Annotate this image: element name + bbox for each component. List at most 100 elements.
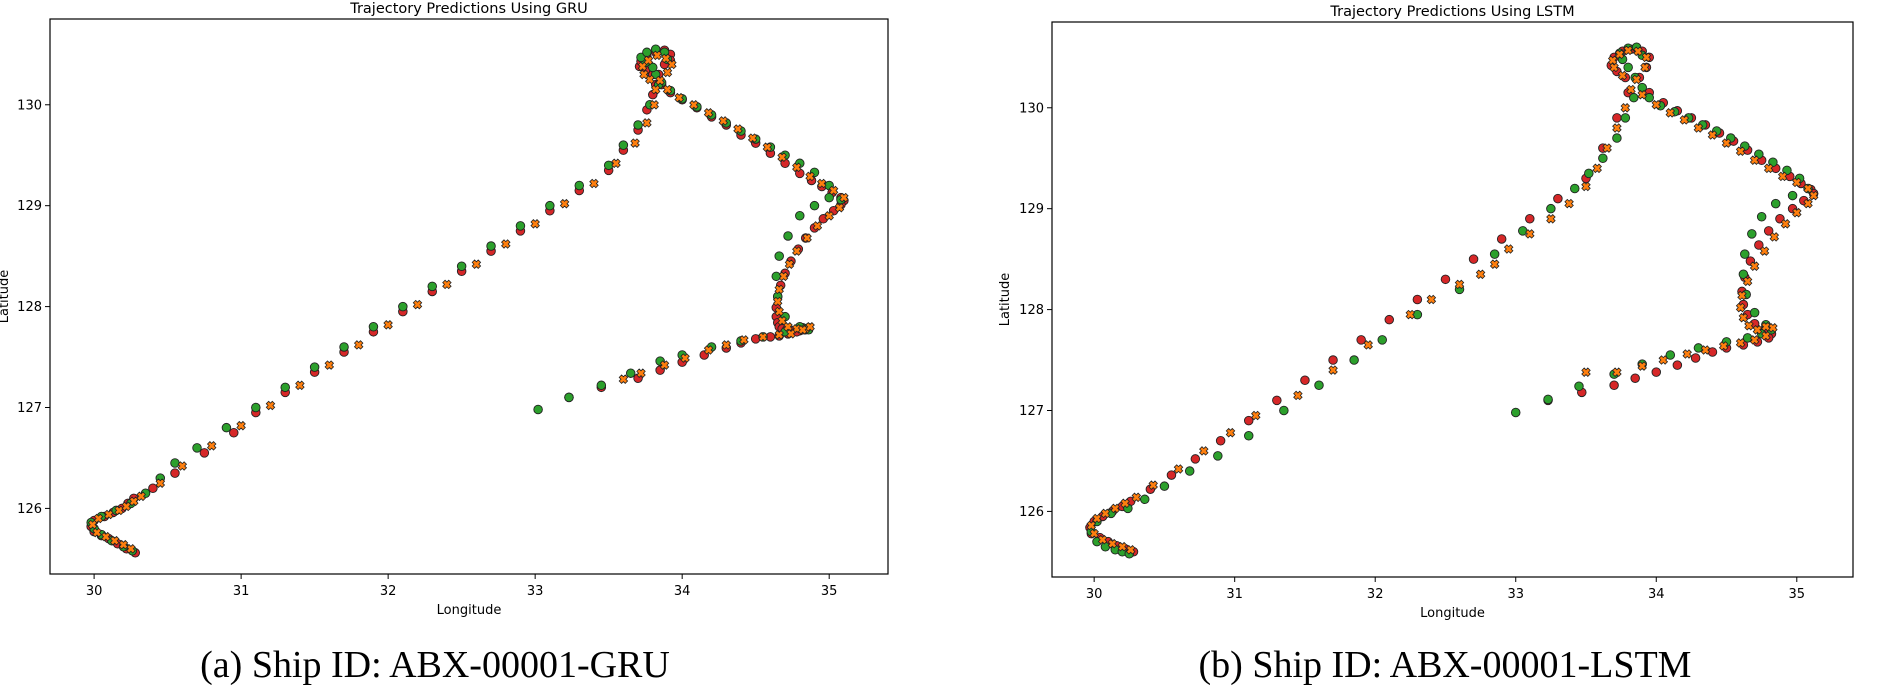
data-point-orange [1148, 480, 1158, 490]
data-point-green [633, 120, 643, 130]
data-point-green [1749, 307, 1760, 318]
data-point-orange [630, 138, 640, 148]
data-point-orange [689, 100, 699, 110]
data-point-orange [1120, 498, 1130, 509]
data-point-green [251, 402, 261, 413]
data-point-orange [1089, 528, 1099, 539]
data-point-green [795, 211, 805, 221]
data-point-orange [1742, 276, 1753, 287]
data-point-orange [1454, 279, 1465, 290]
data-point-orange [733, 124, 743, 134]
data-point-green [596, 380, 607, 391]
data-point-green [1620, 113, 1631, 123]
data-point-green [1756, 212, 1767, 222]
data-point-orange [774, 330, 784, 340]
data-point-orange [812, 221, 823, 231]
data-point-orange [1735, 302, 1746, 313]
x-axis-label: Longitude [437, 603, 502, 618]
data-point-green [545, 200, 555, 211]
data-point-orange [104, 509, 114, 520]
data-point-orange [1110, 503, 1120, 514]
data-point-orange [92, 527, 102, 538]
data-point-orange [1682, 349, 1692, 359]
data-point-orange [1097, 534, 1108, 545]
chart-panel-lstm: Trajectory Predictions Using LSTM 30 31 32 3… [998, 4, 1854, 621]
data-point-orange [1581, 181, 1591, 192]
data-point-orange [674, 92, 684, 103]
x-tick-label: 34 [1648, 587, 1665, 602]
data-point-red [199, 448, 210, 458]
x-tick-label: 32 [380, 584, 397, 599]
data-point-green [398, 301, 408, 312]
x-tick-label: 30 [1086, 587, 1103, 602]
data-point-red [1190, 454, 1201, 464]
y-tick-label: 126 [1019, 505, 1044, 520]
data-point-orange [659, 360, 670, 370]
data-point-orange [637, 61, 648, 72]
data-point-green [574, 180, 585, 191]
data-point-green [339, 342, 349, 352]
data-point-orange [645, 74, 655, 85]
data-point-orange [1792, 177, 1802, 188]
y-tick-label: 129 [1019, 202, 1044, 217]
data-point-orange [1749, 335, 1760, 345]
data-point-orange [721, 340, 732, 350]
data-point-orange [1718, 341, 1729, 351]
data-point-orange [118, 539, 129, 550]
data-point-orange [1721, 138, 1732, 148]
data-point-orange [1707, 130, 1718, 140]
data-point-orange [1744, 320, 1754, 331]
data-point-orange [817, 178, 827, 189]
data-point-orange [1581, 367, 1591, 377]
data-point-orange [783, 322, 793, 332]
data-point-orange [295, 380, 305, 391]
data-point-orange [680, 353, 690, 363]
data-point-orange [530, 219, 540, 229]
data-point-orange [747, 133, 758, 143]
data-point-orange [1117, 541, 1128, 552]
data-point-red [1272, 395, 1282, 406]
data-point-green [625, 368, 636, 378]
data-point-green [309, 362, 320, 372]
data-point-orange [1752, 325, 1763, 335]
data-point-orange [1617, 70, 1628, 81]
data-point-orange [802, 233, 812, 243]
data-point-orange [1614, 49, 1625, 60]
data-point-orange [1405, 309, 1416, 320]
data-point-green [1612, 133, 1622, 143]
x-tick-label: 30 [86, 584, 103, 599]
data-point-orange [642, 118, 652, 128]
data-point-orange [136, 491, 146, 502]
data-point-orange [1131, 492, 1142, 503]
data-point-orange [1651, 99, 1662, 110]
data-point-orange [1546, 214, 1556, 224]
data-point-orange [834, 202, 845, 213]
y-tick-label: 128 [1019, 303, 1044, 318]
data-point-green [809, 200, 820, 211]
data-point-orange [762, 142, 773, 152]
data-point-orange [1792, 207, 1802, 218]
data-point-orange [1107, 538, 1118, 549]
y-tick-label: 130 [1019, 101, 1044, 116]
data-point-red [1690, 353, 1701, 363]
data-point-orange [1738, 312, 1749, 323]
data-point-orange [618, 374, 629, 384]
data-point-orange [1679, 115, 1690, 125]
data-point-orange [1607, 55, 1618, 66]
x-axis-label: Longitude [1420, 606, 1485, 621]
caption-lstm: (b) Ship ID: ABX-00001-LSTM [1198, 644, 1692, 686]
data-point-orange [1592, 163, 1602, 174]
data-point-orange [177, 461, 188, 471]
data-point-orange [703, 345, 714, 355]
data-point-red [1609, 380, 1619, 391]
data-point-green [648, 62, 658, 73]
data-point-orange [703, 108, 714, 118]
data-point-green [1377, 335, 1387, 345]
data-point-orange [1808, 190, 1819, 201]
data-point-green [221, 422, 232, 433]
data-point-orange [1803, 198, 1813, 209]
data-point-green [456, 261, 467, 271]
y-axis-label: Latitude [0, 270, 12, 324]
data-point-orange [589, 178, 599, 189]
data-point-orange [739, 335, 749, 345]
